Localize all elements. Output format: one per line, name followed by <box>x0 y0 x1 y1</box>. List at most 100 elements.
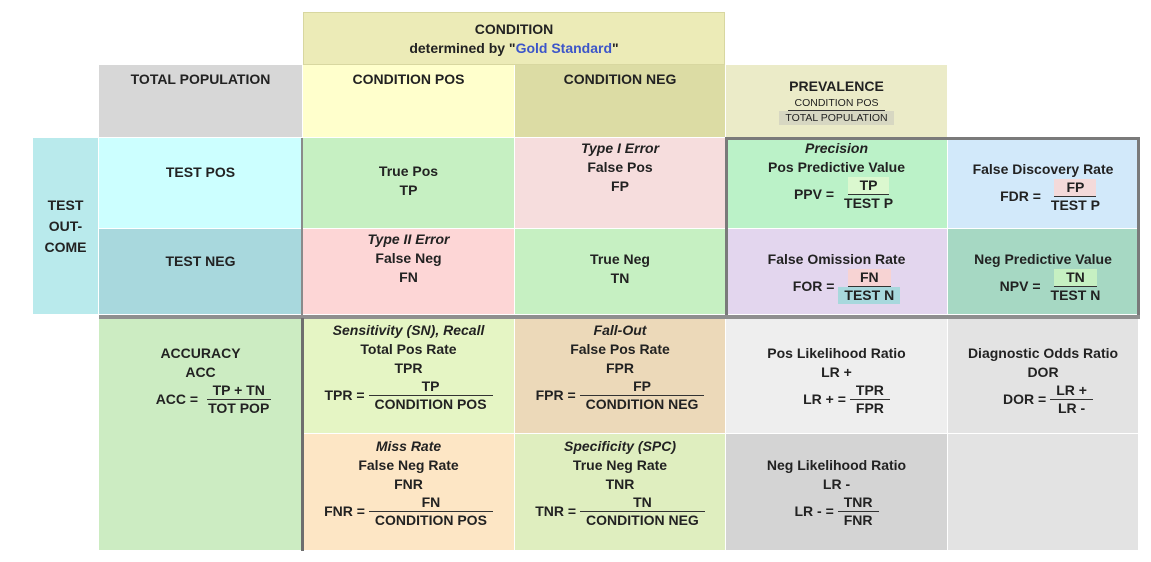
false-pos-name: False Pos <box>587 159 653 175</box>
lr-pos-numerator: TPR <box>849 382 890 400</box>
false-pos-abbr: FP <box>611 178 629 194</box>
fdr-lhs: FDR = <box>1000 188 1041 204</box>
tpr-lhs: TPR = <box>324 387 365 403</box>
tpr-name: Total Pos Rate <box>360 341 457 357</box>
condition-pos-label: CONDITION POS <box>352 71 465 87</box>
bottom-block-top-border <box>99 315 1140 319</box>
fdr-denominator: TEST P <box>1050 197 1100 213</box>
for-name: False Omission Rate <box>767 251 906 267</box>
lr-pos-cell: Pos Likelihood Ratio LR + LR + = TPR FPR <box>726 318 948 434</box>
miss-rate-title: Miss Rate <box>375 438 442 454</box>
condition-title: CONDITION <box>474 20 554 37</box>
test-pos-label: TEST POS <box>99 138 303 229</box>
for-denominator: TEST N <box>838 287 901 304</box>
specificity-title: Specificity (SPC) <box>563 438 677 454</box>
miss-rate-cell: Miss Rate False Neg Rate FNR FNR = FN CO… <box>303 434 515 551</box>
ppv-formula: PPV = TP TEST P <box>794 177 899 212</box>
test-outcome-line2: OUT- <box>48 217 83 234</box>
tnr-numerator: TN <box>580 494 705 512</box>
for-fraction: FN TEST N <box>838 269 901 304</box>
npv-lhs: NPV = <box>999 278 1041 294</box>
lr-neg-cell: Neg Likelihood Ratio LR - LR - = TNR FNR <box>726 434 948 551</box>
fallout-title: Fall-Out <box>593 322 647 338</box>
lr-pos-lhs: LR + = <box>803 391 846 407</box>
npv-formula: NPV = TN TEST N <box>1000 269 1107 304</box>
tpr-formula: TPR = TP CONDITION POS <box>324 378 493 413</box>
lr-neg-numerator: TNR <box>837 494 879 512</box>
condition-neg-header: CONDITION NEG <box>515 65 726 138</box>
fdr-numerator: FP <box>1054 179 1097 197</box>
npv-fraction: TN TEST N <box>1045 269 1107 304</box>
accuracy-fraction: TP + TN TOT POP <box>202 382 275 417</box>
dor-numerator: LR + <box>1050 382 1093 400</box>
test-outcome-label: TEST OUT- COME <box>33 138 99 315</box>
tpr-numerator: TP <box>368 378 493 396</box>
condition-subtitle-prefix: determined by " <box>409 39 516 56</box>
fpr-abbr: FPR <box>606 360 634 376</box>
tnr-denominator: CONDITION NEG <box>586 512 699 528</box>
lr-neg-fraction: TNR FNR <box>837 494 879 529</box>
test-neg-text: TEST NEG <box>165 253 236 269</box>
dor-cell: Diagnostic Odds Ratio DOR DOR = LR + LR … <box>948 318 1139 434</box>
prevalence-fraction: CONDITION POS TOTAL POPULATION <box>779 96 894 125</box>
precision-title: Precision <box>804 140 869 156</box>
lr-neg-formula: LR - = TNR FNR <box>794 494 879 529</box>
npv-cell: Neg Predictive Value NPV = TN TEST N <box>948 229 1139 315</box>
test-neg-label: TEST NEG <box>99 229 303 315</box>
accuracy-abbr: ACC <box>185 364 216 380</box>
true-neg-cell: True Neg TN <box>515 229 726 315</box>
core-matrix-left-divider <box>301 138 303 315</box>
tnr-lhs: TNR = <box>535 503 577 519</box>
lr-neg-lhs: LR - = <box>794 503 834 519</box>
test-outcome-line3: COME <box>44 238 87 255</box>
predictive-box-right-border <box>1137 137 1140 317</box>
precision-cell: Precision Pos Predictive Value PPV = TP … <box>726 138 948 229</box>
true-neg-abbr: TN <box>610 270 630 286</box>
lr-neg-denominator: FNR <box>843 512 873 528</box>
npv-name: Neg Predictive Value <box>974 251 1112 267</box>
ppv-denominator: TEST P <box>844 195 894 211</box>
condition-subtitle-suffix: " <box>612 39 619 56</box>
fallout-cell: Fall-Out False Pos Rate FPR FPR = FP CON… <box>515 318 726 434</box>
tnr-abbr: TNR <box>605 476 635 492</box>
ppv-fraction: TP TEST P <box>838 177 899 212</box>
accuracy-denominator: TOT POP <box>208 400 270 416</box>
accuracy-cell: ACCURACY ACC ACC = TP + TN TOT POP <box>99 318 303 551</box>
condition-subtitle: determined by "Gold Standard" <box>409 39 618 58</box>
dor-formula: DOR = LR + LR - <box>1003 382 1093 417</box>
prevalence-cell: PREVALENCE CONDITION POS TOTAL POPULATIO… <box>726 65 948 138</box>
accuracy-name: ACCURACY <box>160 345 241 361</box>
true-neg-name: True Neg <box>590 251 650 267</box>
fnr-lhs: FNR = <box>324 503 365 519</box>
fnr-numerator: FN <box>368 494 493 512</box>
dor-abbr: DOR <box>1027 364 1059 380</box>
fpr-numerator: FP <box>579 378 705 396</box>
lr-pos-fraction: TPR FPR <box>849 382 890 417</box>
fpr-name: False Pos Rate <box>570 341 670 357</box>
total-population-header: TOTAL POPULATION <box>99 65 303 138</box>
fpr-formula: FPR = FP CONDITION NEG <box>536 378 705 413</box>
accuracy-formula: ACC = TP + TN TOT POP <box>156 382 276 417</box>
tnr-name: True Neg Rate <box>572 457 668 473</box>
specificity-cell: Specificity (SPC) True Neg Rate TNR TNR … <box>515 434 726 551</box>
type-one-error-label: Type I Error <box>580 140 660 156</box>
accuracy-numerator: TP + TN <box>206 382 271 400</box>
bottom-block-left-divider <box>301 318 304 551</box>
ppv-numerator: TP <box>847 177 890 195</box>
predictive-box-top-border <box>726 137 1139 140</box>
fnr-denominator: CONDITION POS <box>374 512 487 528</box>
fdr-name: False Discovery Rate <box>972 161 1114 177</box>
fpr-lhs: FPR = <box>535 387 576 403</box>
tpr-denominator: CONDITION POS <box>374 396 487 412</box>
dor-lhs: DOR = <box>1003 391 1047 407</box>
lr-neg-abbr: LR - <box>822 476 851 492</box>
lr-neg-name: Neg Likelihood Ratio <box>766 457 907 473</box>
for-numerator: FN <box>847 269 891 287</box>
sensitivity-title: Sensitivity (SN), Recall <box>332 322 485 338</box>
prevalence-title: PREVALENCE <box>789 78 884 94</box>
accuracy-lhs: ACC = <box>155 391 199 407</box>
lr-pos-denominator: FPR <box>855 400 884 416</box>
condition-neg-label: CONDITION NEG <box>563 71 677 87</box>
lr-pos-formula: LR + = TPR FPR <box>803 382 890 417</box>
true-pos-name: True Pos <box>378 163 439 179</box>
